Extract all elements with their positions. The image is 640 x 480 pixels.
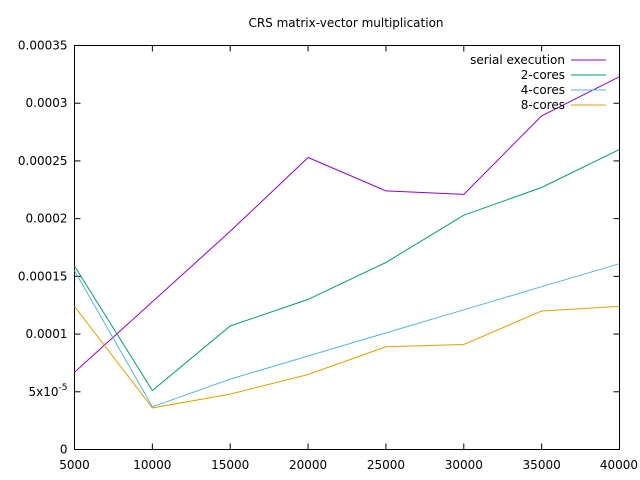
series-line-1 <box>74 148 620 392</box>
y-tick-label-exponent: -5 <box>59 383 68 393</box>
x-tick-label: 15000 <box>211 458 249 472</box>
legend-label: 2-cores <box>521 68 565 82</box>
legend-label: serial execution <box>470 53 565 67</box>
y-tick-label: 0.0003 <box>26 96 68 110</box>
x-tick-label: 5000 <box>59 458 90 472</box>
y-tick-label: 0.0002 <box>26 212 68 226</box>
x-tick-label: 25000 <box>367 458 405 472</box>
x-tick-label: 20000 <box>289 458 327 472</box>
y-tick-label: 0.00025 <box>18 154 68 168</box>
y-tick-label: 0.00015 <box>18 269 68 283</box>
y-tick-label: 0 <box>60 443 68 457</box>
x-tick-label: 10000 <box>133 458 171 472</box>
x-axis: 5000 10000 15000 20000 25000 30000 35000 40000 <box>59 45 638 472</box>
x-tick-label: 40000 <box>600 458 638 472</box>
x-tick-label: 35000 <box>523 458 561 472</box>
chart-title: CRS matrix-vector multiplication <box>248 16 443 30</box>
series-line-0 <box>74 76 620 373</box>
x-tick-label: 30000 <box>445 458 483 472</box>
y-tick-label: 0.0001 <box>26 327 68 341</box>
legend-label: 4-cores <box>521 83 565 97</box>
y-tick-label-base: 5x10 <box>29 385 59 399</box>
series-line-3 <box>74 305 620 409</box>
legend-label: 8-cores <box>521 98 565 112</box>
series-layer <box>74 76 620 409</box>
y-axis: 0 5x10-5 0.0001 0.00015 0.0002 0.00025 0.0003 0… <box>18 39 620 457</box>
y-tick-label: 0.00035 <box>18 39 68 53</box>
series-line-2 <box>74 263 620 408</box>
y-tick-label: 5x10-5 <box>29 383 68 399</box>
plot-frame <box>74 45 620 450</box>
